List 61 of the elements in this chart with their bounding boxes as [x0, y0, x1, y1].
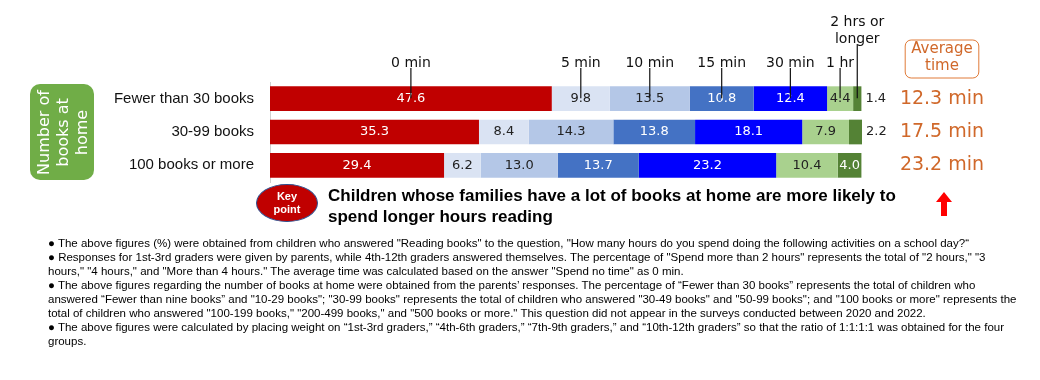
data-label: 35.3 — [360, 123, 389, 139]
y-tick-label: 100 books or more — [128, 155, 254, 173]
text: ● The above figures regarding the number of books at home were obtained from the parents’ responses. The percentage of “Fewer than 30 books” represents the total of children who answered “Fewer than nine books” and "10-29 books"; "30-99 books" represents the total of children who answered "30-49 books" and "50-99 books"; and "100 books or more" represents the total of children who answered "100-199 books," "200-499 books," and "500 books or more." This question did not appear in the surveys conducted between 2020 and 2022. — [48, 278, 1018, 320]
data-label: 29.4 — [342, 156, 372, 172]
series-label: 5 min — [560, 53, 601, 70]
text: ● The above figures were calculated by placing weight on “1st-3rd graders,” “4th-6th graders,” “7th-9th graders,” and “10th-12th graders” so that the ratio of 1:1:1:1 was obtained for the four groups. — [48, 320, 1005, 348]
bar — [613, 119, 696, 145]
bar — [478, 119, 529, 145]
bar — [528, 119, 614, 145]
bar — [270, 119, 479, 145]
bar — [270, 86, 552, 112]
data-label: 8.4 — [493, 123, 515, 139]
key-point-badge: Key point — [256, 184, 318, 222]
data-label: 12.4 — [775, 90, 805, 106]
series-label: 15 min — [697, 53, 747, 70]
data-label: 10.4 — [792, 156, 822, 172]
text: 2 hrs or longer — [830, 12, 885, 46]
y-tick-label: 30-99 books — [171, 122, 254, 140]
y-axis-title: Number of books at home — [33, 84, 91, 180]
text: 23.2 min — [899, 152, 985, 175]
bar — [270, 152, 445, 178]
data-label: 18.1 — [734, 123, 764, 139]
text: 17.5 min — [899, 118, 985, 141]
data-label: 4.4 — [829, 90, 851, 106]
series-label: 0 min — [391, 53, 431, 70]
bar — [551, 86, 610, 112]
bar — [638, 152, 777, 178]
data-label: 2.2 — [866, 123, 887, 139]
series-label: 30 min — [766, 53, 815, 70]
data-label: 1.4 — [865, 90, 887, 106]
bar — [776, 152, 838, 178]
bar — [695, 119, 803, 145]
text: ● Responses for 1st-3rd graders were given by parents, while 4th-12th graders answered themselves. The percentage of "Spend more than 2 hours" represents the total of "2 hours," "3 hours," "4 hours," and "More than 4 hours." The average time was calculated based on the answer "Spend no time" as 0 min. — [48, 250, 987, 278]
bar — [689, 86, 754, 112]
data-label: 10.8 — [707, 90, 737, 106]
data-label: 6.2 — [452, 156, 473, 172]
bar — [753, 86, 828, 112]
bar — [848, 119, 862, 145]
bar — [853, 86, 862, 112]
y-tick-label: Fewer than 30 books — [113, 88, 254, 106]
data-label: 7.9 — [815, 123, 836, 139]
data-label: 13.0 — [504, 156, 534, 172]
text: 12.3 min — [899, 85, 985, 108]
series-label: 10 min — [625, 53, 675, 70]
data-label: 14.3 — [556, 123, 586, 139]
data-label: 13.7 — [583, 156, 613, 172]
bar — [802, 119, 849, 145]
data-label: 47.6 — [396, 90, 426, 106]
data-label: 23.2 — [693, 156, 722, 172]
series-label: 1 hr — [826, 53, 855, 70]
data-label: 4.0 — [839, 156, 860, 172]
bar — [480, 152, 558, 178]
text: Children whose families have a lot of books at home are more likely to spend longer hours reading — [328, 186, 896, 227]
bar — [444, 152, 481, 178]
data-label: 13.8 — [639, 123, 669, 139]
data-label: 9.8 — [570, 90, 592, 106]
data-label: 13.5 — [635, 90, 665, 106]
text: ● The above figures (%) were obtained from children who answered "Reading books" to the question, "How many hours do you spend doing the following activities on a school day?“ — [48, 236, 970, 250]
bar — [557, 152, 639, 178]
text: Average time — [911, 39, 973, 75]
bar — [609, 86, 690, 112]
